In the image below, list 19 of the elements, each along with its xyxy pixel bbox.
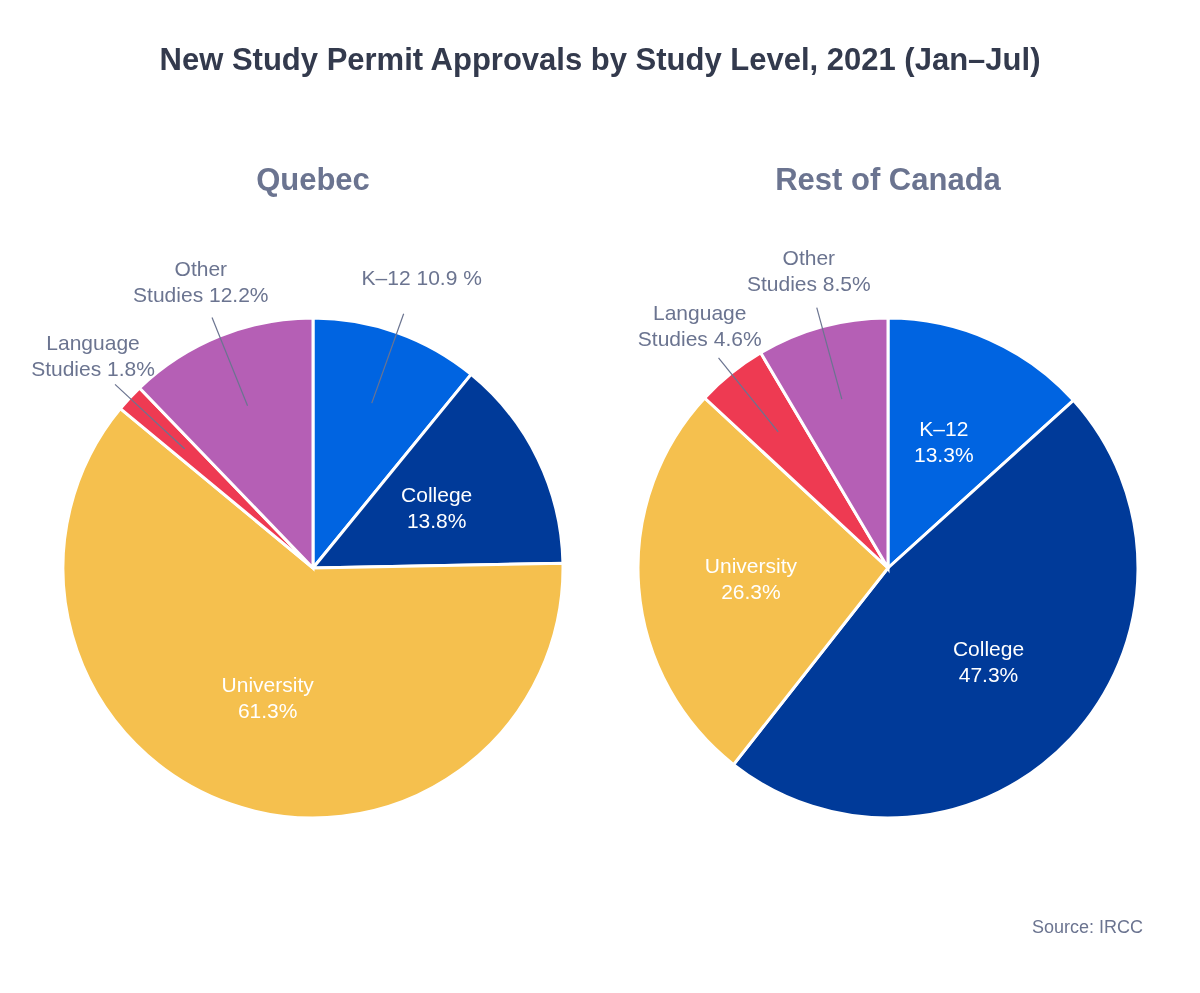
slice-label: College: [401, 482, 473, 506]
data-label: 47.3%: [958, 662, 1019, 686]
slice-label: Language Studies 4.6%: [637, 301, 762, 351]
slice-label: Language Studies 1.8%: [31, 331, 155, 381]
slice-label: Other Studies 12.2%: [133, 256, 269, 306]
chart-title: New Study Permit Approvals by Study Level, 2021 (Jan–Jul): [159, 42, 1041, 77]
slice-label: K–12: [919, 417, 969, 441]
slice-label: Other Studies 8.5%: [746, 245, 871, 295]
data-label: 26.3%: [721, 579, 781, 603]
slice-label: University: [221, 672, 315, 696]
data-label: 13.3%: [914, 443, 974, 467]
chart-subtitle: Rest of Canada: [775, 162, 1002, 197]
slice-label: College: [952, 636, 1025, 660]
chart-subtitle: Quebec: [256, 162, 370, 197]
slice-label: K–12 10.9 %: [361, 266, 482, 290]
data-label: 61.3%: [237, 698, 298, 722]
source-note: Source: IRCC: [1031, 917, 1143, 937]
slice-label: University: [704, 553, 798, 577]
data-label: 13.8%: [406, 508, 467, 532]
